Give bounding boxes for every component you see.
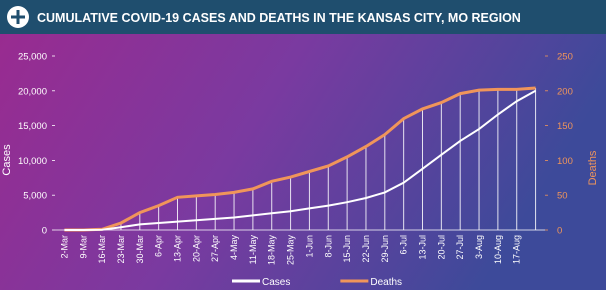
x-tick-label: 17-Aug bbox=[512, 235, 522, 264]
x-tick-label: 22-Jun bbox=[361, 235, 371, 263]
x-tick-label: 6-Apr bbox=[154, 235, 164, 257]
x-tick-label: 25-May bbox=[286, 235, 296, 266]
y-tick-label: 15,000 bbox=[18, 121, 47, 132]
y-tick-label: 10,000 bbox=[18, 156, 47, 167]
y-tick-label: 20,000 bbox=[18, 86, 47, 97]
x-tick-label: 27-Apr bbox=[210, 235, 220, 262]
y2-axis-label: Deaths bbox=[587, 150, 599, 185]
legend-label: Deaths bbox=[370, 277, 402, 288]
x-tick-label: 9-Mar bbox=[78, 235, 88, 259]
x-tick-label: 4-May bbox=[229, 235, 239, 261]
y-tick-label: 25,000 bbox=[18, 52, 47, 63]
y2-tick-label: 200 bbox=[557, 86, 573, 97]
y-tick-label: 5,000 bbox=[23, 191, 47, 202]
header-icon-plus bbox=[11, 10, 25, 24]
x-tick-label: 30-Mar bbox=[135, 235, 145, 264]
legend-label: Cases bbox=[262, 277, 290, 288]
x-tick-label: 29-Jun bbox=[380, 235, 390, 263]
x-tick-label: 6-Jul bbox=[399, 235, 409, 255]
y2-tick-label: 250 bbox=[557, 52, 573, 63]
x-tick-label: 20-Apr bbox=[191, 235, 201, 262]
x-tick-label: 18-May bbox=[267, 235, 277, 266]
y2-tick-label: 100 bbox=[557, 156, 573, 167]
y2-tick-label: 150 bbox=[557, 121, 573, 132]
x-tick-label: 10-Aug bbox=[493, 235, 503, 264]
x-tick-label: 13-Jul bbox=[418, 235, 428, 260]
x-tick-label: 15-Jun bbox=[342, 235, 352, 263]
x-tick-label: 20-Jul bbox=[436, 235, 446, 260]
y2-tick-label: 50 bbox=[557, 191, 568, 202]
y2-tick-label: 0 bbox=[557, 226, 562, 237]
x-tick-label: 23-Mar bbox=[116, 235, 126, 264]
x-tick-label: 2-Mar bbox=[59, 235, 69, 259]
x-tick-label: 11-May bbox=[248, 235, 258, 265]
series-line bbox=[64, 86, 536, 232]
x-tick-label: 3-Aug bbox=[474, 235, 484, 259]
x-tick-label: 16-Mar bbox=[97, 235, 107, 264]
y-tick-label: 0 bbox=[42, 226, 47, 237]
x-tick-label: 27-Jul bbox=[455, 235, 465, 260]
series-line bbox=[64, 89, 537, 231]
y-axis-label: Cases bbox=[1, 144, 13, 176]
x-tick-label: 13-Apr bbox=[173, 235, 183, 262]
chart-title: CUMULATIVE COVID-19 CASES AND DEATHS IN … bbox=[37, 11, 521, 25]
x-tick-label: 1-Jun bbox=[304, 235, 314, 258]
header-band bbox=[0, 0, 606, 34]
x-tick-label: 8-Jun bbox=[323, 235, 333, 258]
